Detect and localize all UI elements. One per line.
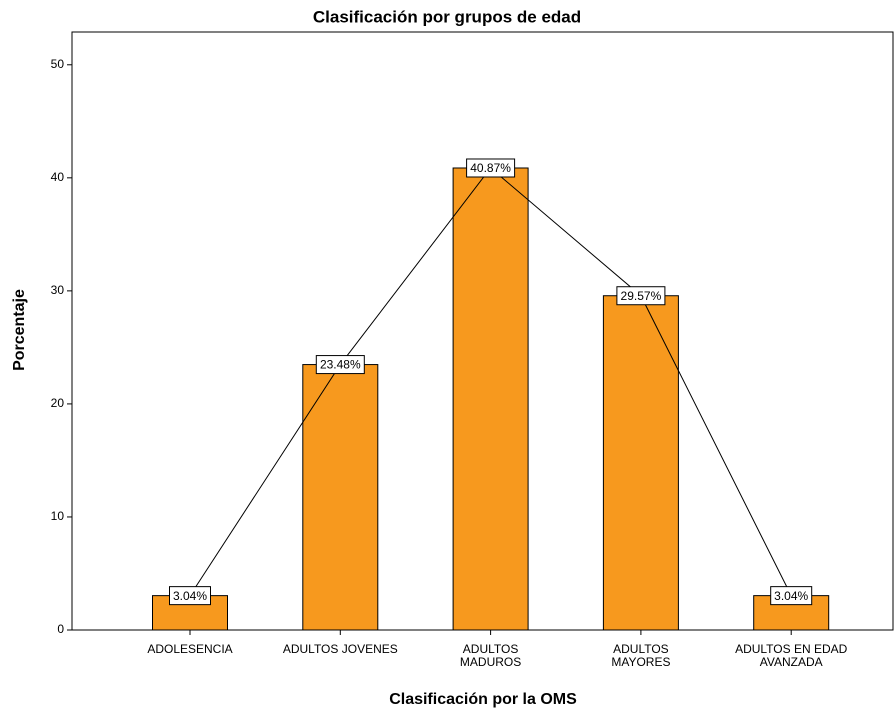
y-tick-label: 0 — [57, 622, 64, 636]
y-tick-label: 20 — [51, 396, 65, 410]
value-label: 3.04% — [774, 589, 808, 603]
x-tick-label: ADULTOS EN EDAD AVANZADA — [735, 642, 848, 669]
value-label-box — [616, 286, 666, 306]
y-axis-label: Porcentaje — [11, 289, 28, 371]
bar — [452, 167, 529, 631]
x-tick-label: ADULTOS MADUROS — [460, 642, 521, 669]
chart-title: Clasificación por grupos de edad — [313, 7, 581, 26]
value-label: 40.87% — [470, 161, 511, 175]
value-label: 23.48% — [320, 358, 361, 372]
value-label-box — [169, 586, 211, 606]
y-tick-label: 40 — [51, 170, 65, 184]
value-label-box — [315, 355, 365, 375]
y-tick-label: 30 — [51, 283, 65, 297]
x-axis-label: Clasificación por la OMS — [389, 691, 577, 708]
value-label: 3.04% — [173, 589, 207, 603]
bar — [302, 364, 379, 631]
value-label-box — [770, 586, 813, 606]
y-tick-label: 10 — [51, 509, 65, 523]
x-tick-label: ADULTOS MAYORES — [611, 642, 670, 669]
x-tick-label: ADULTOS JOVENES — [283, 642, 398, 656]
y-tick-label: 50 — [51, 57, 65, 71]
x-tick-label: ADOLESENCIA — [147, 642, 232, 656]
value-label: 29.57% — [621, 289, 662, 303]
value-label-box — [466, 158, 516, 178]
bar — [602, 295, 679, 631]
